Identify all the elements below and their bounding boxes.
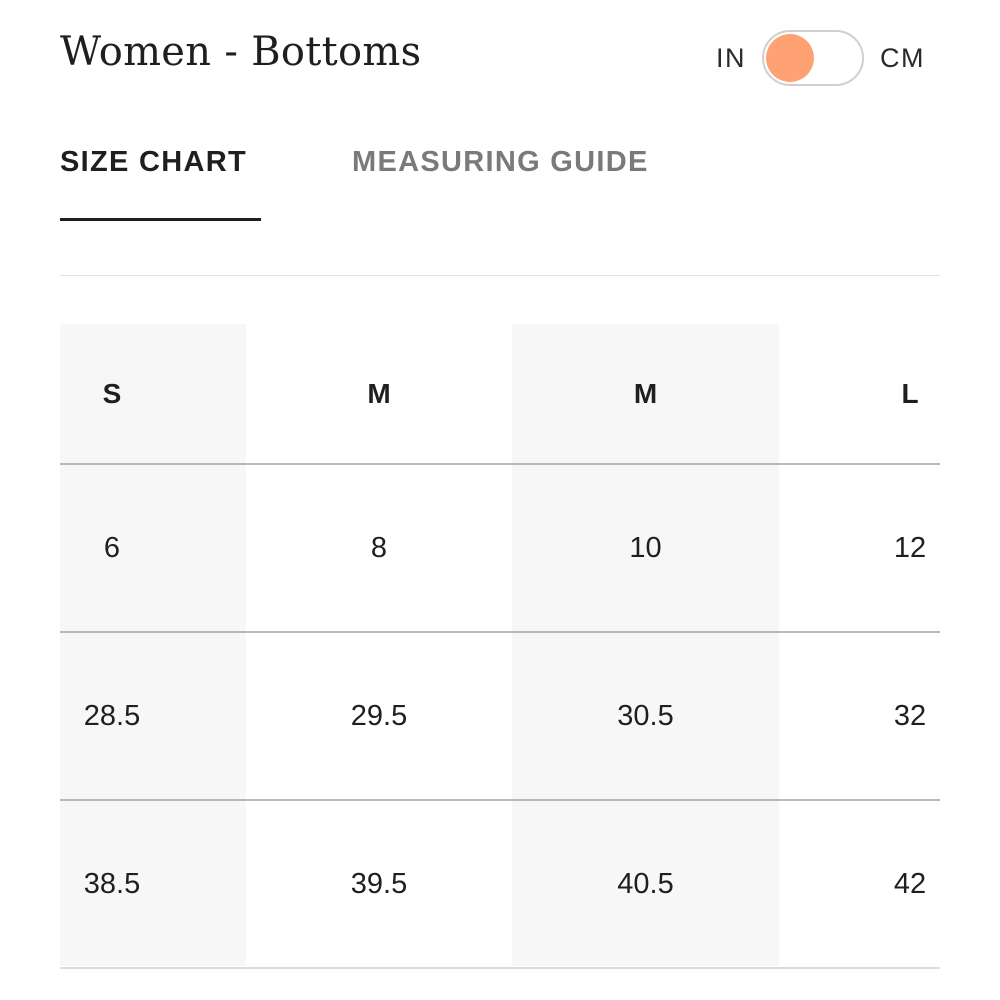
header-cell: M [633,377,658,409]
tab-bar: SIZE CHART MEASURING GUIDE [60,140,940,221]
unit-label-cm[interactable]: CM [880,42,925,73]
section-divider [60,275,940,276]
column-shade-1 [60,324,246,966]
table-row: 6 8 10 12 [60,463,940,631]
unit-switch-knob[interactable] [766,34,814,82]
column-shade-3 [512,324,779,966]
header-cell: M [367,377,391,409]
table-cell: 30.5 [617,699,674,732]
size-table: S M M L 6 8 10 12 28.5 29.5 30.5 32 38.5… [60,324,940,969]
table-cell: 29.5 [350,699,408,732]
table-cell: 28.5 [83,699,141,732]
tab-measuring-guide[interactable]: MEASURING GUIDE [352,146,649,178]
table-cell: 42 [893,867,927,900]
table-header-row: S M M L [60,324,940,463]
header-cell: S [102,377,122,409]
table-row: 28.5 29.5 30.5 32 [60,631,940,799]
unit-label-in[interactable]: IN [716,42,746,73]
table-cell: 10 [629,531,662,564]
table-cell: 38.5 [83,867,141,900]
table-cell: 32 [893,699,927,732]
table-cell: 6 [103,531,121,564]
unit-toggle: IN CM [716,30,925,86]
unit-switch[interactable] [762,30,864,86]
table-cell: 12 [893,531,927,564]
page-title: Women - Bottoms [60,29,422,75]
header-cell: L [901,377,919,409]
table-cell: 40.5 [617,867,674,900]
tab-size-chart[interactable]: SIZE CHART [60,146,247,178]
table-row: 38.5 39.5 40.5 42 [60,799,940,969]
table-cell: 39.5 [350,867,408,900]
active-tab-indicator [60,218,261,221]
table-cell: 8 [370,531,388,564]
